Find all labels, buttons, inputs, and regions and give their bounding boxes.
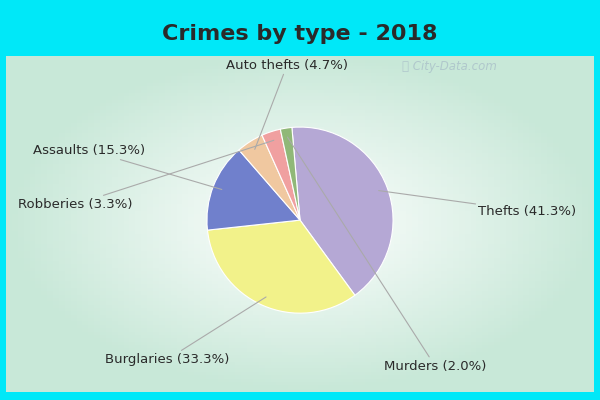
Text: Auto thefts (4.7%): Auto thefts (4.7%) — [226, 58, 348, 149]
Wedge shape — [208, 220, 355, 313]
Text: Crimes by type - 2018: Crimes by type - 2018 — [162, 24, 438, 44]
Text: Murders (2.0%): Murders (2.0%) — [287, 137, 487, 373]
Text: Burglaries (33.3%): Burglaries (33.3%) — [104, 297, 266, 366]
Text: Robberies (3.3%): Robberies (3.3%) — [17, 140, 274, 211]
Wedge shape — [280, 128, 300, 220]
Wedge shape — [207, 150, 300, 230]
Wedge shape — [239, 135, 300, 220]
Wedge shape — [262, 129, 300, 220]
Wedge shape — [292, 127, 393, 295]
Text: Assaults (15.3%): Assaults (15.3%) — [33, 144, 222, 190]
Text: Thefts (41.3%): Thefts (41.3%) — [379, 190, 577, 218]
Text: ⓘ City-Data.com: ⓘ City-Data.com — [401, 60, 496, 73]
